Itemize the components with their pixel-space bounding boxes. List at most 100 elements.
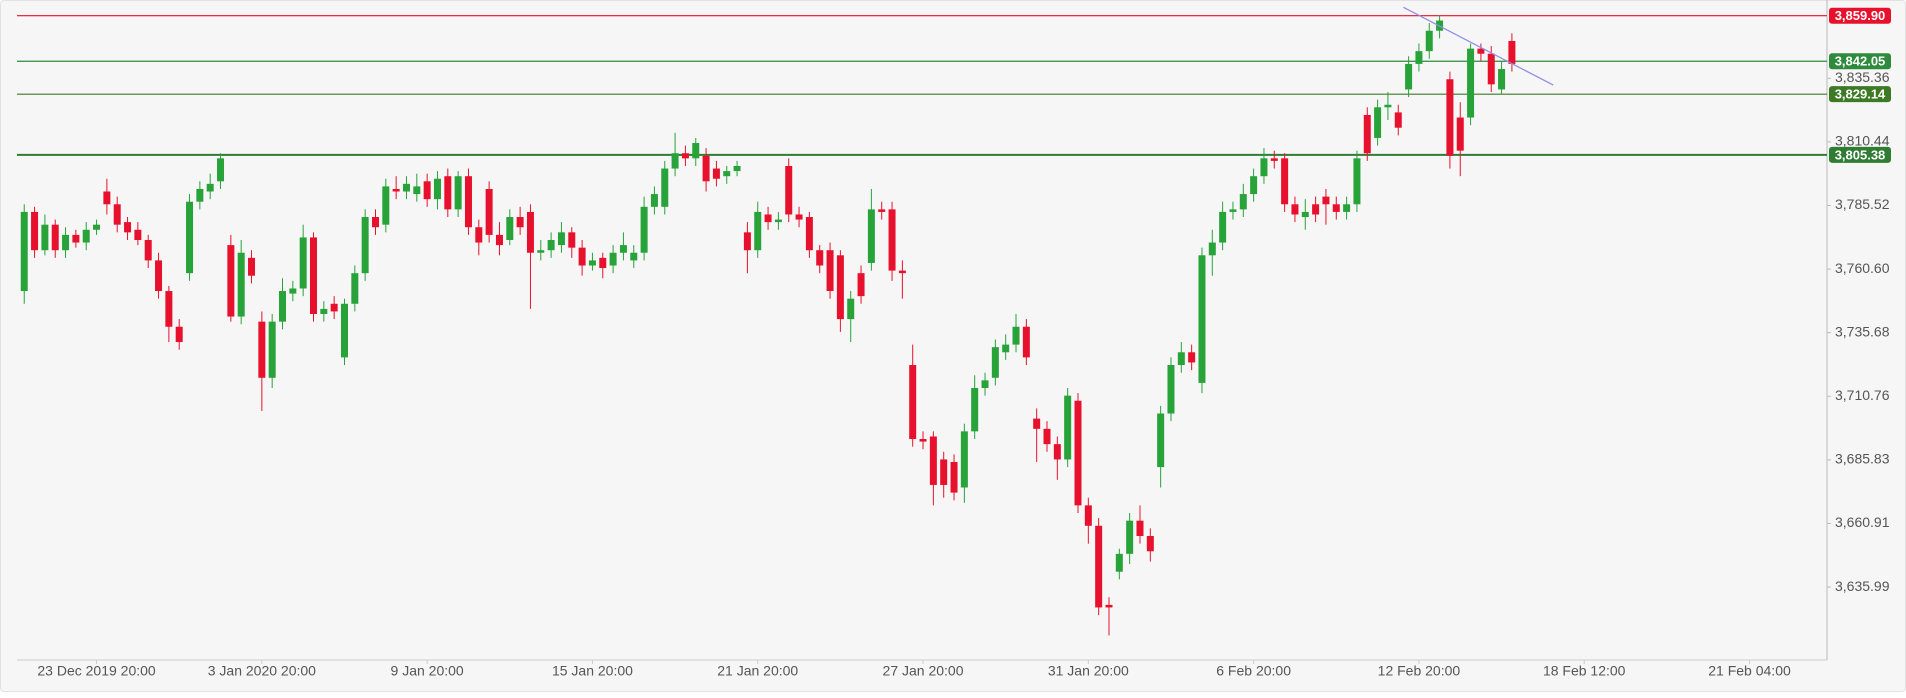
candle-body (1456, 117, 1464, 151)
candle-body (1198, 255, 1206, 383)
candle-body (723, 171, 731, 177)
candle-body (847, 298, 855, 320)
candle-body (919, 439, 927, 442)
trend-line (1403, 6, 1554, 86)
x-tick-label: 31 Jan 20:00 (1048, 663, 1129, 679)
candle-body (113, 204, 121, 225)
candle-body (1394, 112, 1402, 128)
level-label: 3,842.05 (1835, 54, 1886, 69)
candle-body (836, 255, 844, 320)
level-label-box (1829, 146, 1891, 163)
candle-body (279, 291, 287, 322)
candle-body (1064, 395, 1072, 460)
candle-body (1312, 204, 1320, 215)
y-tick-label: 3,785.52 (1835, 196, 1890, 212)
candle-body (371, 217, 379, 228)
y-tick-label: 3,685.83 (1835, 451, 1890, 467)
candle-body (971, 387, 979, 432)
candle-body (454, 176, 462, 210)
candle-body (1363, 114, 1371, 154)
candle-body (1084, 505, 1092, 526)
candle-body (268, 321, 276, 378)
y-tick-label: 3,660.91 (1835, 514, 1890, 530)
candle-body (20, 211, 28, 292)
candle-body (340, 303, 348, 358)
candle-body (1487, 53, 1495, 85)
candle-body (227, 245, 235, 317)
candle-body (557, 232, 565, 246)
candle-body (165, 291, 173, 327)
candle-body (248, 257, 256, 276)
candle-body (929, 436, 937, 485)
candle-body (661, 168, 669, 207)
candle-body (940, 459, 948, 485)
candle-body (826, 250, 834, 292)
x-tick-label: 23 Dec 2019 20:00 (37, 663, 156, 679)
candle-body (733, 165, 741, 172)
candle-body (310, 237, 318, 314)
level-label-box (1829, 86, 1891, 103)
candle-body (382, 186, 390, 225)
x-tick-label: 21 Jan 20:00 (717, 663, 798, 679)
candle-body (464, 176, 472, 228)
candle-body (1270, 158, 1278, 161)
candle-body (588, 260, 596, 266)
candle-body (681, 153, 689, 159)
y-tick-label: 3,760.60 (1835, 260, 1890, 276)
candle-body (774, 219, 782, 223)
candle-body (1002, 344, 1010, 353)
candle-body (630, 252, 638, 261)
candle-body (82, 229, 90, 243)
candle-body (1136, 520, 1144, 536)
candle-body (1239, 194, 1247, 210)
candle-body (991, 347, 999, 378)
candle-body (444, 176, 452, 210)
candle-body (1374, 107, 1382, 138)
candle-body (1260, 158, 1268, 177)
candle-body (1467, 48, 1475, 118)
x-tick-label: 9 Jan 20:00 (391, 663, 464, 679)
candle-body (785, 165, 793, 215)
candle-body (619, 245, 627, 253)
candle-body (516, 217, 524, 228)
candle-body (547, 239, 555, 251)
candle-body (568, 232, 576, 248)
candle-body (1384, 104, 1392, 108)
candle-body (41, 224, 49, 251)
candle-body (599, 257, 607, 269)
candle-body (537, 250, 545, 253)
candle-body (1033, 418, 1041, 429)
candle-body (1415, 51, 1423, 64)
candle-body (51, 224, 59, 251)
candle-body (31, 211, 39, 251)
x-tick-label: 18 Feb 12:00 (1543, 663, 1626, 679)
candle-body (1291, 204, 1299, 215)
candle-body (609, 252, 617, 266)
candle-body (1043, 428, 1051, 445)
candle-body (186, 201, 194, 274)
candle-body (805, 217, 813, 251)
candle-body (361, 217, 369, 274)
candle-body (1332, 204, 1340, 212)
candle-body (1157, 413, 1165, 468)
candle-body (857, 273, 865, 297)
candle-body (413, 186, 421, 195)
candle-body (402, 183, 410, 192)
x-tick-label: 6 Feb 20:00 (1216, 663, 1291, 679)
candle-body (1022, 326, 1030, 358)
level-label: 3,859.90 (1835, 8, 1886, 23)
candle-body (526, 211, 534, 253)
candle-body (712, 168, 720, 179)
candle-body (1301, 211, 1309, 218)
candle-body (289, 288, 297, 294)
x-tick-label: 21 Feb 04:00 (1708, 663, 1791, 679)
candle-body (1477, 48, 1485, 54)
candle-body (754, 211, 762, 251)
candle-body (1053, 444, 1061, 460)
candle-body (1105, 604, 1113, 608)
candle-body (175, 326, 183, 343)
y-tick-label: 3,710.76 (1835, 387, 1890, 403)
candle-body (206, 183, 214, 192)
